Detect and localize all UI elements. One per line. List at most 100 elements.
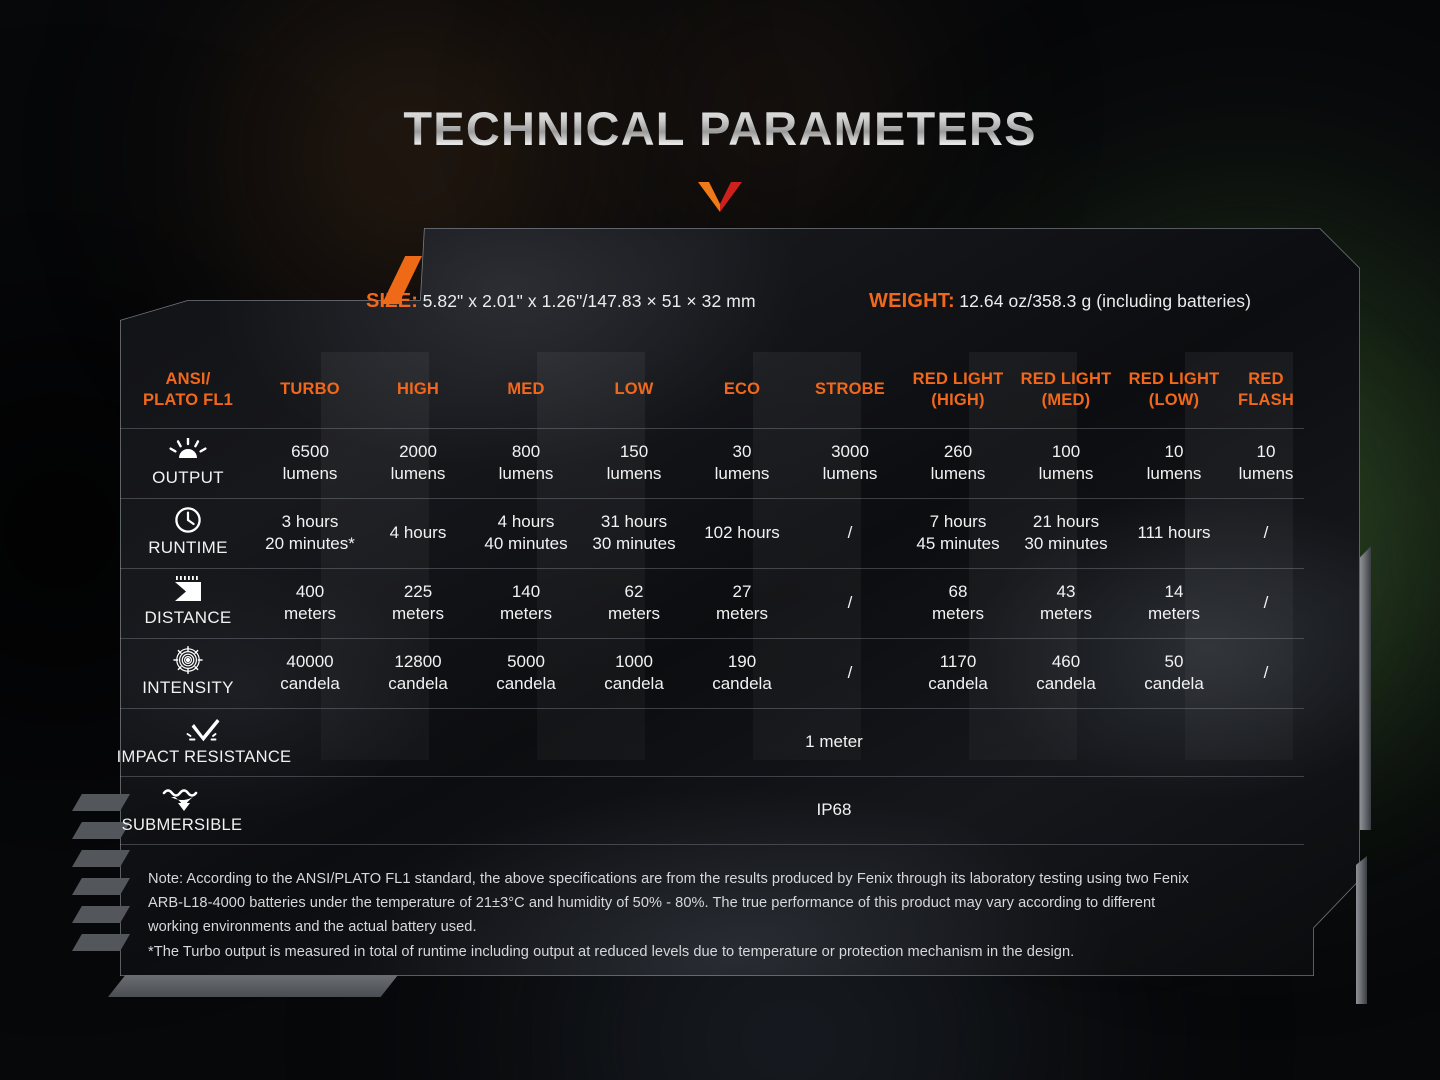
sun-rays-icon: [168, 437, 208, 464]
header-med-l1: MED: [507, 380, 545, 399]
u: lumens: [282, 464, 338, 483]
table-row-runtime: RUNTIME 3 hours 20 minutes* 4 hours 4 ho…: [120, 498, 1304, 569]
row-label-distance: DISTANCE: [120, 568, 256, 639]
row-label-submersible-text: SUBMERSIBLE: [121, 815, 243, 834]
v: 21 hours: [1032, 512, 1100, 532]
u: candela: [604, 674, 664, 693]
header-strobe-l1: STROBE: [815, 380, 885, 399]
v: 102 hours: [704, 523, 780, 543]
footnote-line-4: *The Turbo output is measured in total o…: [148, 943, 1075, 960]
cell-intensity-red-low: 50 candela: [1120, 638, 1228, 709]
cell-runtime-med: 4 hours 40 minutes: [472, 498, 580, 569]
cell-runtime-red-flash: /: [1228, 498, 1304, 569]
u: candela: [280, 674, 340, 693]
header-eco: ECO: [688, 352, 796, 429]
footnote: Note: According to the ANSI/PLATO FL1 st…: [148, 867, 1344, 964]
u: lumens: [1146, 464, 1202, 483]
u: candela: [928, 674, 988, 693]
header-rlh-l1: RED LIGHT: [912, 369, 1004, 388]
v: 460: [1051, 652, 1081, 672]
cell-intensity-red-flash: /: [1228, 638, 1304, 709]
u: candela: [1144, 674, 1204, 693]
right-accent-bar-lower: [1356, 856, 1367, 1004]
v: 1170: [939, 652, 977, 672]
v: /: [847, 593, 853, 613]
u: meters: [500, 604, 552, 623]
v: /: [847, 663, 853, 683]
header-high-l1: HIGH: [396, 380, 440, 399]
u: lumens: [822, 464, 878, 483]
v: 43: [1056, 582, 1076, 602]
row-label-intensity-text: INTENSITY: [142, 678, 234, 698]
bottom-accent-bar: [108, 975, 398, 997]
table-row-intensity: INTENSITY 40000 candela 12800 candela 50…: [120, 638, 1304, 709]
footnote-line-3: working environments and the actual batt…: [148, 919, 477, 936]
weight-value: 12.64 oz/358.3 g (including batteries): [959, 291, 1252, 311]
specifications-table: ANSI/ PLATO FL1 TURBO HIGH MED: [117, 352, 1304, 845]
spec-panel: SIZE: 5.82" x 2.01" x 1.26"/147.83 × 51 …: [64, 228, 1371, 1004]
header-red-flash: RED FLASH: [1228, 352, 1304, 429]
u: lumens: [390, 464, 446, 483]
u: meters: [1148, 604, 1200, 623]
v: 68: [948, 582, 968, 602]
cell-runtime-red-high: 7 hours 45 minutes: [904, 498, 1012, 569]
u: 30 minutes: [1024, 534, 1108, 553]
cell-distance-turbo: 400 meters: [256, 568, 364, 639]
u: lumens: [606, 464, 662, 483]
row-label-runtime-text: RUNTIME: [148, 538, 228, 558]
cell-runtime-high: 4 hours: [364, 498, 472, 569]
header-strobe: STROBE: [796, 352, 904, 429]
v: 190: [727, 652, 757, 672]
header-red-light-high: RED LIGHT (HIGH): [904, 352, 1012, 429]
header-red-light-med: RED LIGHT (MED): [1012, 352, 1120, 429]
cell-runtime-low: 31 hours 30 minutes: [580, 498, 688, 569]
v: /: [847, 523, 853, 543]
header-rlm-l2: (MED): [1041, 390, 1091, 409]
v: 14: [1164, 582, 1184, 602]
cell-output-red-flash: 10 lumens: [1228, 428, 1304, 499]
u: lumens: [1038, 464, 1094, 483]
u: candela: [496, 674, 556, 693]
cell-impact-value: 1 meter: [364, 708, 1304, 777]
u: lumens: [714, 464, 770, 483]
u: lumens: [1238, 464, 1294, 483]
cell-intensity-turbo: 40000 candela: [256, 638, 364, 709]
header-rlm-l1: RED LIGHT: [1020, 369, 1112, 388]
v: /: [1263, 663, 1269, 683]
table-row-submersible: SUBMERSIBLE IP68: [120, 776, 1304, 845]
cell-distance-red-flash: /: [1228, 568, 1304, 639]
v: 40000: [286, 652, 334, 672]
header-rf-l2: FLASH: [1238, 390, 1294, 409]
v: 6500: [291, 442, 329, 462]
size-spec: SIZE: 5.82" x 2.01" x 1.26"/147.83 × 51 …: [366, 290, 756, 313]
v: 150: [619, 442, 649, 462]
u: candela: [388, 674, 448, 693]
u: meters: [1040, 604, 1092, 623]
cell-intensity-low: 1000 candela: [580, 638, 688, 709]
u: meters: [392, 604, 444, 623]
table-row-output: OUTPUT 6500 lumens 2000 lumens 800 lumen…: [120, 428, 1304, 499]
cell-distance-eco: 27 meters: [688, 568, 796, 639]
header-ansi-plato: ANSI/ PLATO FL1: [120, 352, 256, 429]
v: 260: [943, 442, 973, 462]
v: 62: [624, 582, 644, 602]
row-label-runtime: RUNTIME: [120, 498, 256, 569]
v: /: [1263, 523, 1269, 543]
beam-distance-icon: [168, 576, 208, 604]
u: 20 minutes*: [265, 534, 355, 553]
v: 2000: [399, 442, 437, 462]
cell-runtime-red-low: 111 hours: [1120, 498, 1228, 569]
table-row-impact-resistance: IMPACT RESISTANCE 1 meter: [117, 708, 1304, 777]
v: /: [1263, 593, 1269, 613]
cell-output-eco: 30 lumens: [688, 428, 796, 499]
cell-output-red-low: 10 lumens: [1120, 428, 1228, 499]
footnote-line-1: Note: According to the ANSI/PLATO FL1 st…: [148, 871, 1189, 887]
v: 10: [1164, 442, 1184, 462]
cell-output-low: 150 lumens: [580, 428, 688, 499]
row-label-output-text: OUTPUT: [152, 468, 224, 488]
cell-runtime-turbo: 3 hours 20 minutes*: [256, 498, 364, 569]
u: 40 minutes: [484, 534, 568, 553]
v: 400: [295, 582, 325, 602]
u: lumens: [930, 464, 986, 483]
v: 3000: [831, 442, 869, 462]
